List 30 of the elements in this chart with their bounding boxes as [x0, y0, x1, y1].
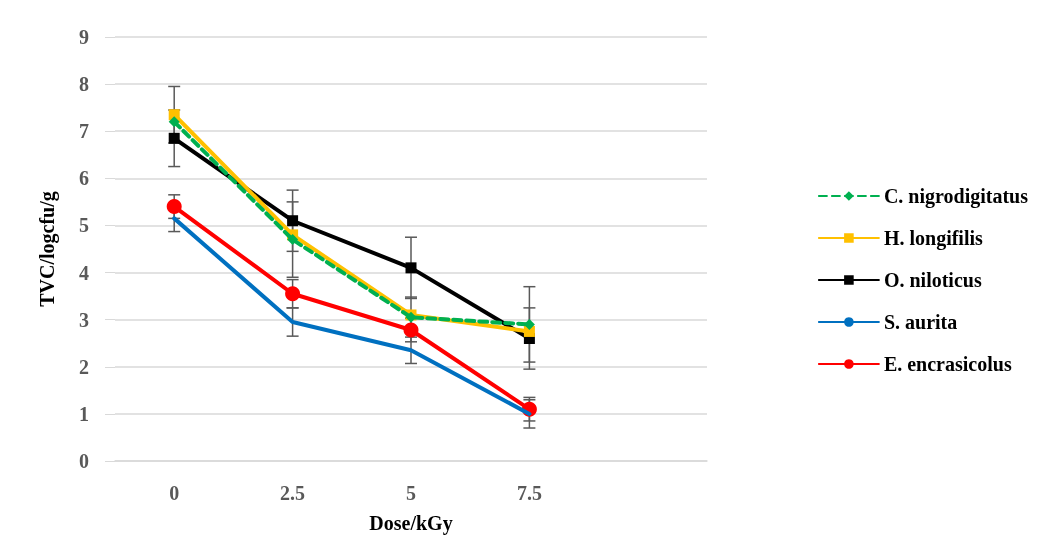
- point: [168, 132, 180, 144]
- x-tick-label: 7.5: [516, 482, 542, 504]
- y-tick-label: 5: [79, 214, 89, 237]
- point: [285, 286, 301, 302]
- point: [168, 116, 180, 128]
- y-tick-label: 8: [79, 73, 89, 96]
- x-tick-label: 2.5: [280, 482, 306, 504]
- point: [166, 199, 182, 215]
- point: [287, 234, 299, 246]
- point: [403, 322, 419, 338]
- x-axis-title: Dose/kGy: [369, 512, 453, 535]
- y-tick-label: 3: [79, 308, 89, 331]
- y-tick-label: 9: [79, 26, 89, 48]
- x-tick-label: 0: [169, 482, 180, 504]
- point: [287, 215, 299, 227]
- point: [168, 109, 180, 121]
- y-axis-title: TVC/logcfu/g: [36, 191, 59, 307]
- legend-label: H. longifilis: [883, 227, 984, 250]
- y-tick-label: 0: [79, 450, 89, 472]
- legend-label: E. encrasicolus: [883, 353, 1012, 375]
- y-tick-label: 6: [79, 167, 89, 190]
- y-tick-label: 4: [79, 261, 89, 284]
- y-tick-label: 7: [79, 120, 89, 143]
- y-tick-label: 1: [79, 402, 89, 425]
- legend-label: C. nigrodigitatus: [883, 185, 1029, 208]
- x-tick-label: 5: [406, 482, 416, 504]
- legend-label: O. niloticus: [883, 269, 982, 291]
- y-tick-label: 2: [79, 355, 89, 378]
- legend-label: S. aurita: [883, 311, 958, 333]
- point: [405, 262, 417, 274]
